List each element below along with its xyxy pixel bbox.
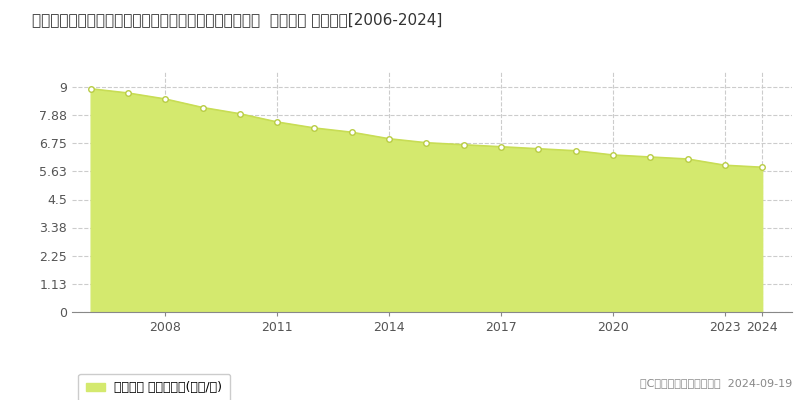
Text: 埼玉県比企郡ときがわ町大字玉川字伊勢台１１６９番１  基準地価 地価推移[2006-2024]: 埼玉県比企郡ときがわ町大字玉川字伊勢台１１６９番１ 基準地価 地価推移[2006…	[32, 12, 442, 27]
Legend: 基準地価 平均坪単価(万円/坪): 基準地価 平均坪単価(万円/坪)	[78, 374, 230, 400]
Text: （C）土地価格ドットコム  2024-09-19: （C）土地価格ドットコム 2024-09-19	[640, 378, 792, 388]
